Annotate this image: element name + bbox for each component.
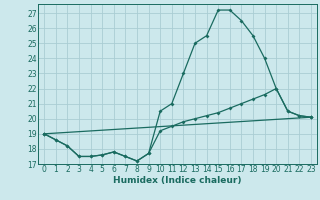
X-axis label: Humidex (Indice chaleur): Humidex (Indice chaleur) [113, 176, 242, 185]
